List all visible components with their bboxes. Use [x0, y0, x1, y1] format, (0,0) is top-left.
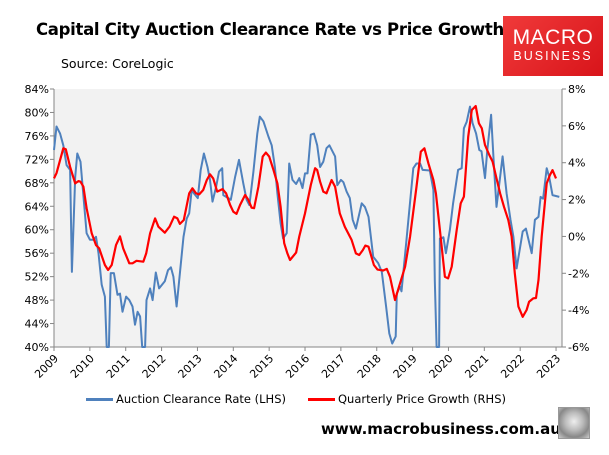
x-tick-label: 2023 [534, 352, 563, 381]
legend-item-price-growth: Quarterly Price Growth (RHS) [308, 392, 506, 406]
macrobusiness-logo: MACRO BUSINESS [503, 16, 603, 76]
legend-swatch-blue [86, 397, 113, 401]
y-left-tick-label: 72% [25, 153, 49, 166]
x-tick-label: 2017 [319, 352, 348, 381]
website-url[interactable]: www.macrobusiness.com.au [321, 420, 561, 438]
y-left-tick-label: 56% [25, 247, 49, 260]
logo-line2: BUSINESS [513, 49, 593, 63]
legend-item-clearance: Auction Clearance Rate (LHS) [86, 392, 286, 406]
y-right-tick-label: 8% [568, 83, 585, 96]
y-left-tick-label: 44% [25, 318, 49, 331]
wolf-logo-icon [558, 407, 590, 439]
y-left-tick-label: 40% [25, 341, 49, 354]
y-left-tick-label: 60% [25, 224, 49, 237]
logo-line1: MACRO [512, 26, 594, 49]
y-right-tick-label: 6% [568, 120, 585, 133]
y-left-tick-label: 48% [25, 294, 49, 307]
y-left-tick-label: 52% [25, 271, 49, 284]
y-left-tick-label: 68% [25, 177, 49, 190]
y-right-tick-label: -6% [568, 341, 589, 354]
legend-label: Auction Clearance Rate (LHS) [116, 392, 286, 406]
x-tick-label: 2018 [355, 352, 384, 381]
x-tick-label: 2021 [462, 352, 491, 381]
legend-swatch-red [308, 397, 335, 401]
y-left-tick-label: 84% [25, 83, 49, 96]
y-right-tick-label: 2% [568, 194, 585, 207]
x-tick-label: 2013 [176, 352, 205, 381]
y-right-tick-label: -2% [568, 267, 589, 280]
y-left-tick-label: 76% [25, 130, 49, 143]
x-tick-label: 2012 [140, 352, 169, 381]
x-tick-label: 2011 [104, 352, 133, 381]
x-tick-label: 2019 [391, 352, 420, 381]
x-tick-label: 2015 [247, 352, 276, 381]
plot-area [54, 89, 562, 347]
series-line-clearance-rate [53, 105, 560, 348]
legend-label: Quarterly Price Growth (RHS) [338, 392, 506, 406]
x-tick-label: 2022 [498, 352, 527, 381]
y-left-tick-label: 64% [25, 200, 49, 213]
x-tick-label: 2016 [283, 352, 312, 381]
y-left-tick-label: 80% [25, 106, 49, 119]
y-right-tick-label: -4% [568, 304, 589, 317]
chart-title: Capital City Auction Clearance Rate vs P… [36, 20, 504, 39]
x-tick-label: 2010 [68, 352, 97, 381]
series-line-price-growth [53, 104, 558, 318]
y-right-tick-label: 0% [568, 230, 585, 243]
x-tick-label: 2020 [427, 352, 456, 381]
y-right-tick-label: 4% [568, 157, 585, 170]
source-label: Source: CoreLogic [61, 56, 174, 71]
x-tick-label: 2009 [32, 352, 61, 381]
x-tick-label: 2014 [211, 352, 240, 381]
